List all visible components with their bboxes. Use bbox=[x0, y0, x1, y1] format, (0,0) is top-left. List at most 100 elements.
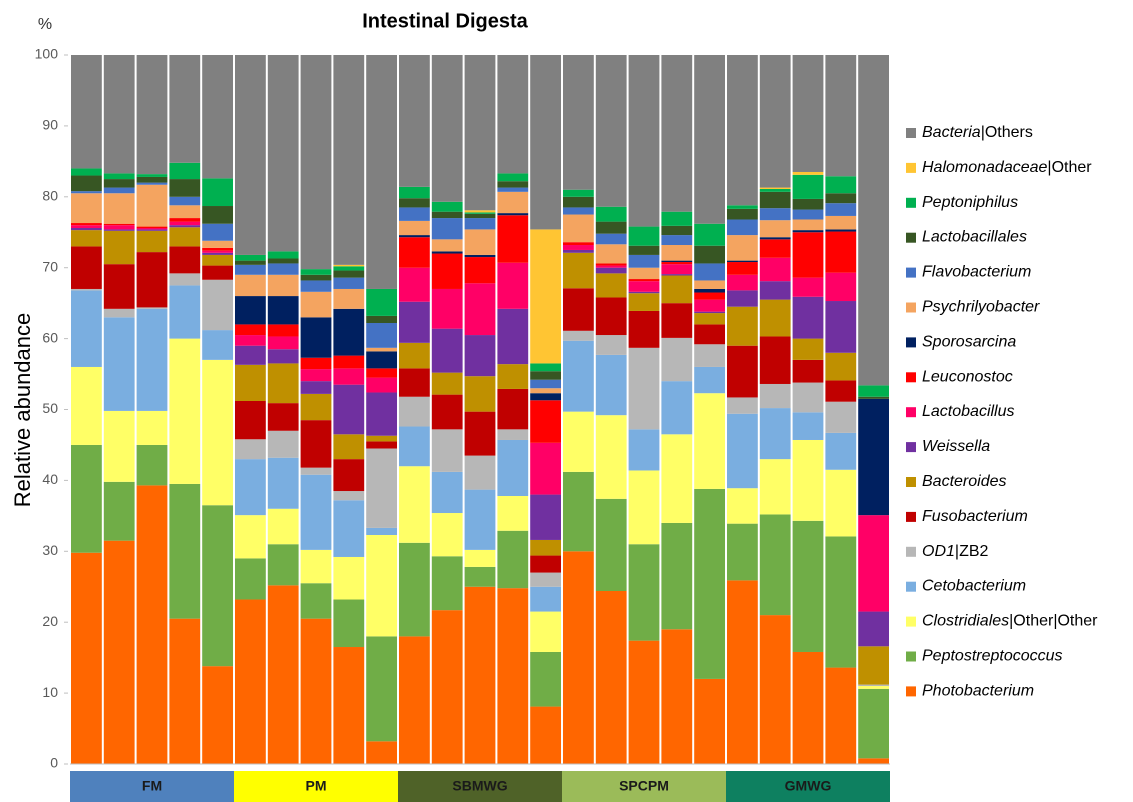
legend-label: Cetobacterium bbox=[922, 578, 1026, 595]
bar-segment bbox=[858, 758, 889, 764]
bar-segment bbox=[792, 277, 824, 297]
bar-segment bbox=[694, 311, 725, 314]
y-tick-label: 10 bbox=[42, 684, 58, 700]
bar-segment bbox=[235, 364, 266, 401]
bar-segment bbox=[825, 231, 857, 273]
bar-segment bbox=[595, 267, 627, 274]
bar-segment bbox=[71, 55, 102, 169]
bar-segment bbox=[759, 191, 791, 209]
bar-segment bbox=[464, 566, 496, 587]
bar-segment bbox=[399, 466, 430, 543]
bar-segment bbox=[103, 173, 135, 180]
bar-segment bbox=[792, 412, 824, 440]
bar-segment bbox=[464, 376, 496, 412]
bar-segment bbox=[464, 283, 496, 336]
bar-segment bbox=[464, 455, 496, 490]
bar-segment bbox=[858, 398, 889, 516]
group-label: GMWG bbox=[785, 778, 832, 794]
bar-segment bbox=[169, 196, 201, 206]
bar-segment bbox=[103, 55, 135, 174]
bar-segment bbox=[431, 253, 463, 289]
bar-segment bbox=[431, 288, 463, 329]
bar-segment bbox=[71, 290, 102, 367]
bar-segment bbox=[759, 459, 791, 515]
bar-segment bbox=[235, 599, 266, 764]
bar-segment bbox=[759, 336, 791, 384]
bar-segment bbox=[103, 193, 135, 224]
bar-segment bbox=[497, 530, 529, 589]
bar-segment bbox=[169, 205, 201, 219]
bar-segment bbox=[202, 250, 233, 253]
bar-segment bbox=[267, 363, 299, 404]
bar-segment bbox=[858, 385, 889, 397]
bar-segment bbox=[661, 522, 693, 630]
bar-segment bbox=[333, 355, 365, 369]
bar-segment bbox=[333, 434, 365, 460]
bar-segment bbox=[792, 171, 824, 175]
bar-segment bbox=[333, 266, 365, 271]
bar-segment bbox=[267, 258, 299, 264]
bar-segment bbox=[267, 457, 299, 509]
bar-segment bbox=[694, 324, 725, 345]
bar-segment bbox=[661, 264, 693, 275]
bar-segment bbox=[169, 218, 201, 222]
bar-segment bbox=[136, 410, 168, 445]
bar-segment bbox=[136, 485, 168, 764]
legend-label: Sporosarcina bbox=[922, 334, 1016, 351]
bar-segment bbox=[267, 324, 299, 337]
legend-swatch bbox=[906, 477, 916, 487]
bar-segment bbox=[530, 363, 561, 372]
legend-swatch bbox=[906, 372, 916, 383]
bar-segment bbox=[235, 335, 266, 346]
bar-segment bbox=[136, 229, 168, 231]
bar-segment bbox=[694, 393, 725, 489]
bar-segment bbox=[563, 330, 594, 341]
bar-segment bbox=[661, 381, 693, 435]
bar-segment bbox=[71, 223, 102, 226]
y-tick-label: 50 bbox=[42, 400, 58, 416]
legend-label: Peptoniphilus bbox=[922, 194, 1018, 211]
legend-swatch bbox=[906, 651, 916, 662]
group-box bbox=[234, 771, 398, 802]
bar-segment bbox=[71, 444, 102, 553]
bar-segment bbox=[431, 328, 463, 373]
bar-segment bbox=[366, 534, 397, 637]
bar-segment bbox=[563, 471, 594, 552]
bar-segment bbox=[333, 288, 365, 309]
bar-segment bbox=[595, 221, 627, 234]
bar-segment bbox=[694, 299, 725, 312]
y-tick-label: 90 bbox=[42, 117, 58, 133]
bar-segment bbox=[628, 291, 660, 294]
bar-segment bbox=[858, 515, 889, 612]
bar-segment bbox=[825, 203, 857, 216]
bar-segment bbox=[792, 439, 824, 521]
bar-segment bbox=[267, 251, 299, 259]
bar-segment bbox=[235, 254, 266, 261]
bar-segment bbox=[103, 230, 135, 265]
bar-segment bbox=[399, 542, 430, 637]
bar-segment bbox=[464, 257, 496, 284]
bar-segment bbox=[497, 181, 529, 188]
bar-segment bbox=[497, 388, 529, 430]
group-box bbox=[726, 771, 890, 802]
bar-segment bbox=[661, 337, 693, 382]
group-box bbox=[398, 771, 562, 802]
bar-segment bbox=[530, 371, 561, 380]
bar-segment bbox=[399, 368, 430, 397]
bar-segment bbox=[792, 219, 824, 231]
legend-label: Lactobacillales bbox=[922, 229, 1027, 246]
legend-swatch bbox=[906, 337, 916, 348]
bar-segment bbox=[431, 218, 463, 240]
legend-swatch bbox=[906, 128, 916, 138]
bar-segment bbox=[202, 254, 233, 266]
bar-segment bbox=[727, 235, 758, 261]
bar-segment bbox=[300, 474, 332, 550]
legend-swatch bbox=[906, 581, 916, 592]
bar-segment bbox=[366, 527, 397, 535]
bar-segment bbox=[595, 498, 627, 592]
bar-segment bbox=[366, 448, 397, 528]
legend-label: Halomonadaceae|Other bbox=[922, 159, 1092, 176]
bar-segment bbox=[825, 272, 857, 302]
legend-swatch bbox=[906, 232, 916, 243]
bar-segment bbox=[399, 207, 430, 221]
